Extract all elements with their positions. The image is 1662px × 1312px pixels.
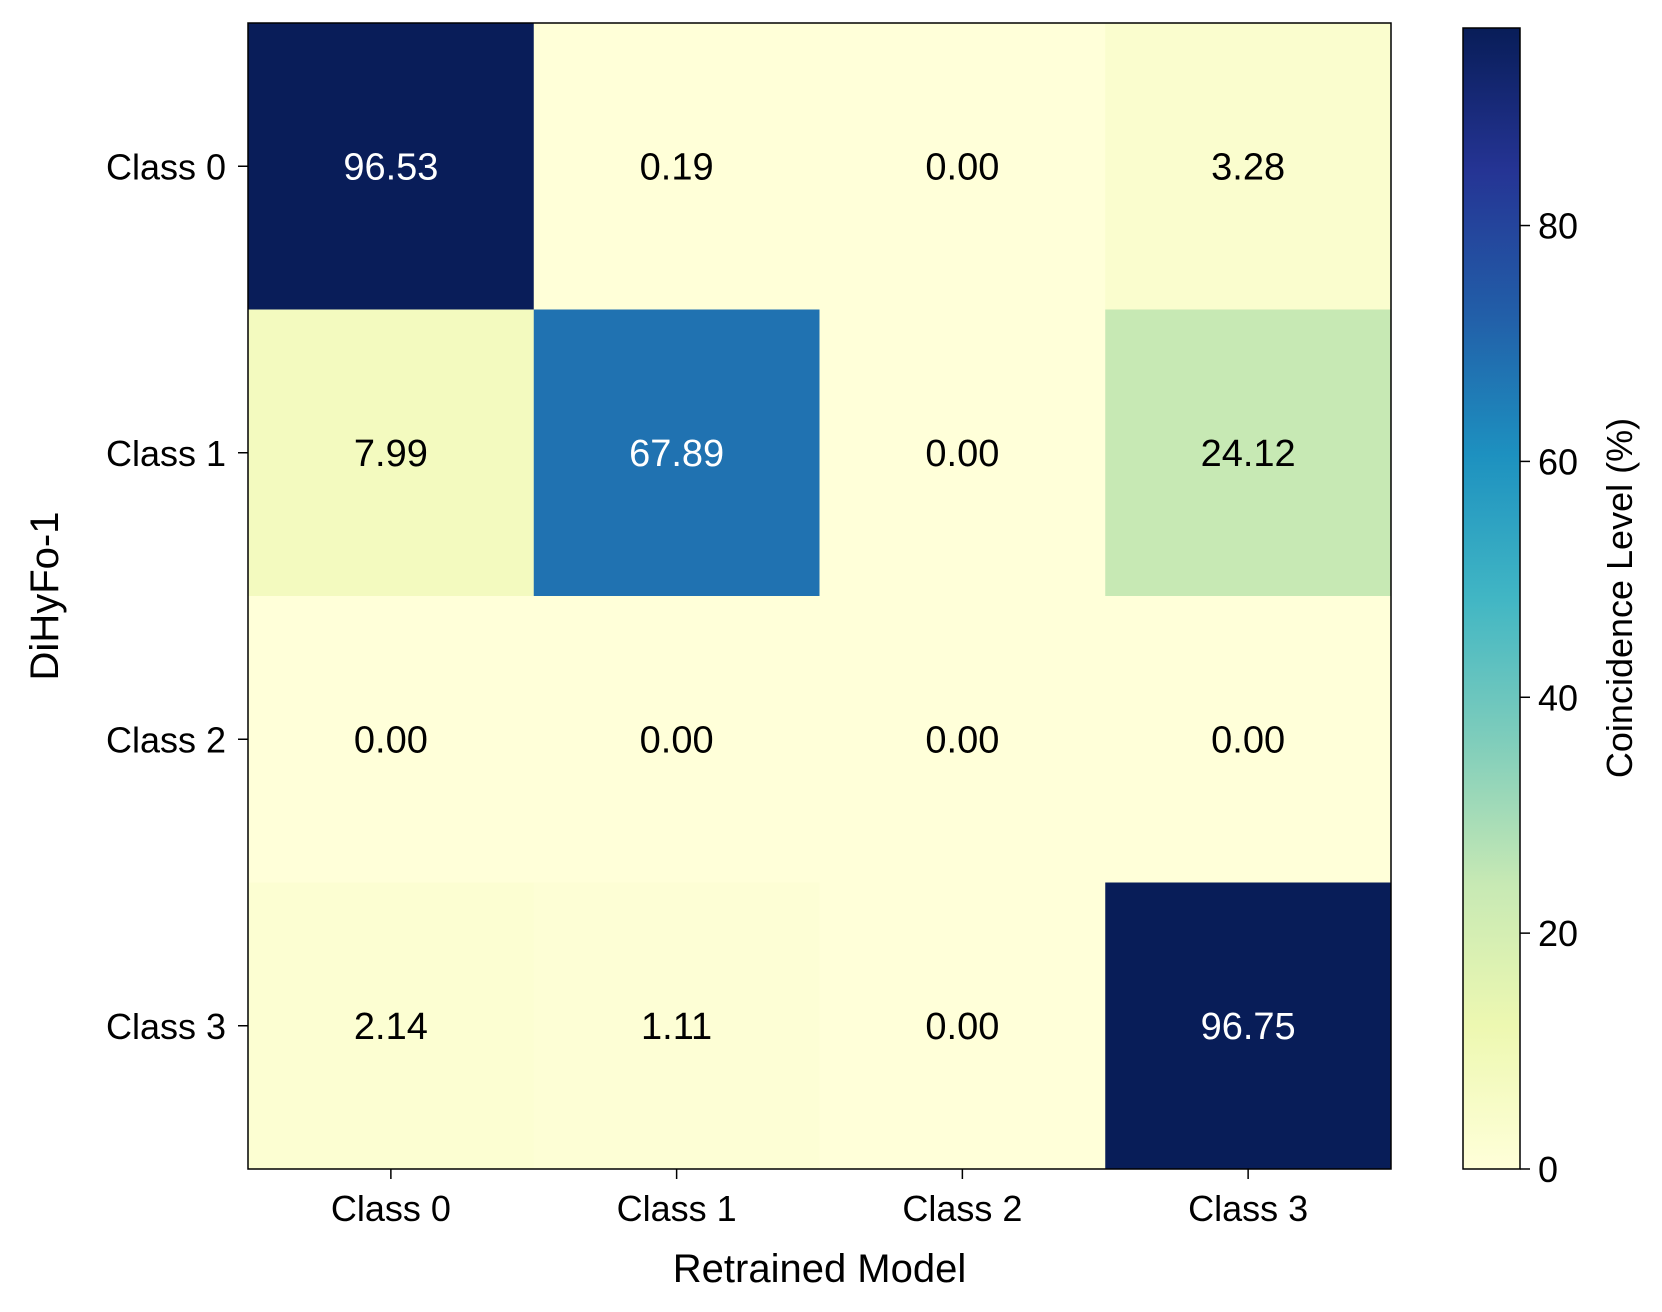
cell-value-label: 96.53 [343, 146, 438, 188]
heatmap-cells: 96.53 0.19 0.00 3.28 7.99 67.89 0.00 24.12 0.00 0… [248, 23, 1392, 1170]
x-axis: Class 0 Class 1 Class 2 Class 3 [331, 1169, 1308, 1229]
x-tick-label: Class 3 [1188, 1188, 1308, 1229]
colorbar-gradient [1462, 27, 1521, 1170]
colorbar-ticks: 0 20 40 60 80 [1520, 206, 1578, 1190]
heatmap-cell [819, 596, 1106, 883]
heatmap-cell [248, 309, 535, 597]
cell-value-label: 2.14 [354, 1006, 428, 1048]
colorbar: 0 20 40 60 80 Coincidence Level (%) [1462, 27, 1640, 1190]
plot-frame [247, 22, 1392, 1170]
heatmap-cell [248, 882, 535, 1170]
heatmap-cell [1105, 23, 1392, 310]
cell-value-label: 0.00 [640, 719, 714, 761]
cell-value-label: 0.19 [640, 146, 714, 188]
heatmap-cell [248, 596, 535, 883]
cell-value-label: 0.00 [925, 146, 999, 188]
cell-value-label: 0.00 [1211, 719, 1285, 761]
y-tick-label: Class 1 [106, 433, 226, 474]
y-tick-label: Class 0 [106, 146, 226, 187]
cell-value-label: 96.75 [1201, 1006, 1296, 1048]
heatmap-cell [533, 882, 820, 1170]
heatmap-cell [533, 309, 820, 597]
cell-value-label: 0.00 [925, 1006, 999, 1048]
x-tick-label: Class 2 [902, 1188, 1022, 1229]
y-axis: Class 0 Class 1 Class 2 Class 3 [106, 146, 248, 1047]
heatmap-cell [1105, 309, 1392, 597]
colorbar-tick-label: 80 [1538, 206, 1578, 247]
colorbar-tick-label: 20 [1538, 913, 1578, 954]
cell-value-label: 67.89 [629, 433, 724, 475]
colorbar-tick-label: 0 [1538, 1149, 1558, 1190]
colorbar-tick-label: 60 [1538, 441, 1578, 482]
heatmap-cell [819, 309, 1106, 597]
colorbar-label: Coincidence Level (%) [1599, 418, 1640, 778]
x-tick-label: Class 1 [617, 1188, 737, 1229]
heatmap-cell [248, 23, 535, 310]
cell-value-label: 7.99 [354, 433, 428, 475]
heatmap-cell [819, 882, 1106, 1170]
y-tick-label: Class 3 [106, 1006, 226, 1047]
x-tick-label: Class 0 [331, 1188, 451, 1229]
cell-value-label: 24.12 [1201, 433, 1296, 475]
heatmap-cell [1105, 596, 1392, 883]
heatmap-cell [1105, 882, 1392, 1170]
heatmap-cell [533, 23, 820, 310]
cell-value-label: 0.00 [354, 719, 428, 761]
y-tick-label: Class 2 [106, 719, 226, 760]
x-axis-label: Retrained Model [673, 1247, 967, 1291]
cell-value-label: 3.28 [1211, 146, 1285, 188]
cell-value-label: 0.00 [925, 433, 999, 475]
heatmap-cell [533, 596, 820, 883]
cell-value-label: 1.11 [641, 1006, 712, 1048]
colorbar-tick-label: 40 [1538, 677, 1578, 718]
y-axis-label: DiHyFo-1 [23, 512, 67, 681]
heatmap-cell [819, 23, 1106, 310]
cell-value-label: 0.00 [925, 719, 999, 761]
